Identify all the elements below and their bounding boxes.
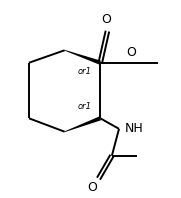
Text: O: O (127, 46, 136, 59)
Text: NH: NH (124, 122, 143, 135)
Text: O: O (87, 181, 97, 194)
Text: or1: or1 (78, 67, 92, 76)
Polygon shape (65, 116, 101, 132)
Text: O: O (102, 13, 111, 26)
Polygon shape (65, 50, 101, 65)
Text: or1: or1 (78, 102, 92, 111)
